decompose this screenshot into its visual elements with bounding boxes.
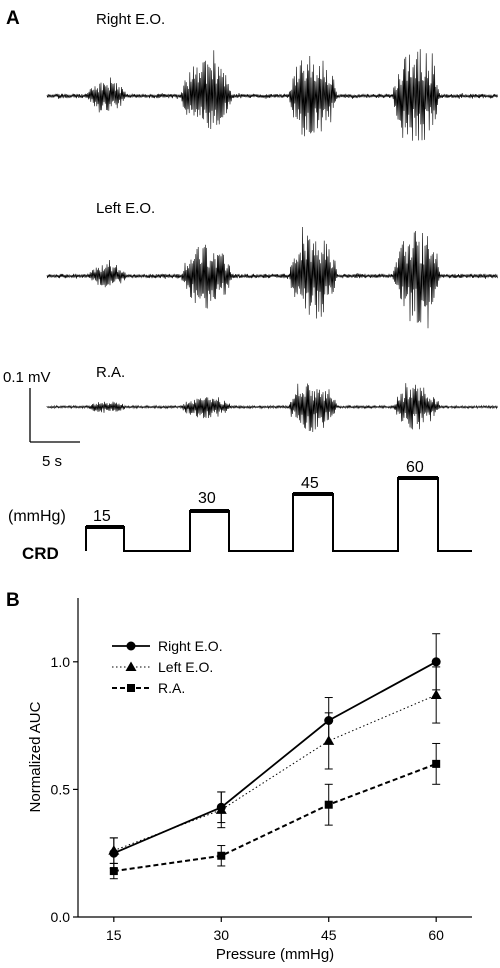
crd-unit-label: (mmHg) [8,508,66,525]
x-axis-title: Pressure (mmHg) [216,946,334,963]
x-ticks: 15 30 45 60 [106,917,444,943]
crd-stimulus-line [85,477,472,552]
legend-label-right-eo: Right E.O. [158,638,223,654]
crd-step-label-60: 60 [406,459,424,476]
crd-step-label-30: 30 [198,490,216,507]
auc-line-chart: 0.0 0.5 1.0 15 30 45 60 Normalized AUC Pressu… [27,598,472,963]
crd-protocol: 15 30 45 60 (mmHg) CRD [8,459,472,563]
data-point-left-e-o [323,735,335,745]
scale-bar: 0.1 mV 5 s [3,369,80,470]
legend-label-left-eo: Left E.O. [158,659,213,675]
data-point-r-a [432,759,441,768]
x-tick-label: 45 [321,927,337,943]
x-tick-label: 15 [106,927,122,943]
legend-label-ra: R.A. [158,680,185,696]
data-point-left-e-o [215,804,227,814]
series-line-r-a [113,762,437,873]
data-point-r-a [217,851,226,860]
legend-marker-left-eo [125,661,137,671]
data-point-right-e-o [431,657,441,667]
series-layer [108,633,442,880]
trace-label-right-eo: Right E.O. [96,11,165,28]
data-point-r-a [324,800,333,809]
data-point-left-e-o [430,689,442,699]
scale-bar-voltage-label: 0.1 mV [3,369,51,386]
x-tick-label: 60 [428,927,444,943]
scale-bar-time-label: 5 s [42,453,62,470]
legend: Right E.O. Left E.O. R.A. [112,638,223,696]
emg-trace-0 [46,49,498,141]
trace-label-ra: R.A. [96,364,125,381]
series-line-left-e-o [113,694,437,852]
panel-a-letter: A [6,8,20,29]
crd-step-label-15: 15 [93,508,111,525]
data-point-left-e-o [108,845,120,855]
data-point-r-a [109,867,118,876]
y-ticks: 0.0 0.5 1.0 [51,654,78,925]
trace-label-left-eo: Left E.O. [96,200,155,217]
emg-trace-1 [46,226,498,329]
legend-marker-ra [127,684,135,692]
emg-traces [46,49,498,433]
panel-b-letter: B [6,590,20,611]
crd-step-label-45: 45 [301,475,319,492]
x-tick-label: 30 [213,927,229,943]
y-tick-label: 0.0 [51,909,71,925]
y-tick-label: 0.5 [51,781,71,797]
legend-marker-right-eo [126,641,136,651]
emg-trace-2 [46,383,498,433]
y-axis-title: Normalized AUC [27,701,44,812]
crd-label: CRD [22,544,59,563]
y-tick-label: 1.0 [51,654,71,670]
